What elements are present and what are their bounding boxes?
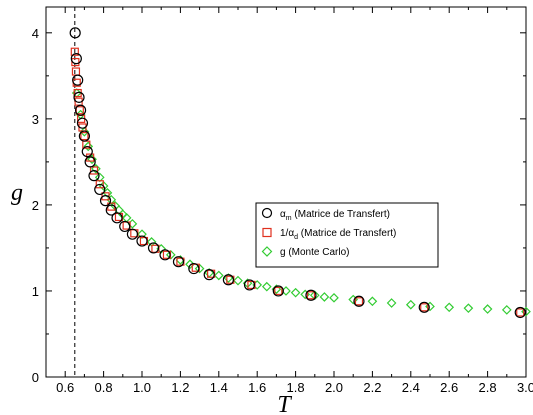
data-point-diamond (185, 259, 195, 270)
data-point-square (71, 67, 81, 76)
x-tick-label: 1.8 (287, 380, 305, 395)
x-tick-label: 0.8 (95, 380, 113, 395)
data-point-square (75, 106, 84, 115)
data-point-circle (99, 195, 112, 207)
series-circle (69, 27, 526, 319)
legend-item-alpha-m: αm (Matrice de Transfert) (261, 207, 390, 222)
plot-frame (45, 6, 527, 378)
data-point-circle (514, 306, 526, 319)
data-point-circle (136, 235, 148, 247)
data-point-diamond (83, 141, 94, 152)
data-point-diamond (87, 154, 97, 165)
data-point-circle (72, 74, 84, 86)
data-point-circle (81, 145, 93, 158)
data-point-circle (94, 183, 106, 196)
y-tick-label: 4 (32, 26, 39, 41)
data-point-square (306, 291, 316, 300)
x-tick-label: 2.0 (325, 380, 343, 395)
data-point-circle (418, 301, 430, 313)
data-point-diamond (290, 287, 301, 298)
x-tick-label: 2.2 (363, 380, 381, 395)
data-point-circle (73, 91, 85, 103)
x-tick-label: 2.6 (440, 380, 458, 395)
data-point-diamond (261, 281, 272, 292)
x-tick-label: 3.0 (517, 380, 533, 395)
data-point-diamond (137, 229, 147, 240)
data-point-circle (353, 295, 365, 307)
data-point-square (70, 47, 79, 56)
legend-item-inv-alpha-d: 1/αd (Matrice de Transfert) (262, 227, 396, 241)
x-axis-label: T (277, 392, 292, 415)
data-point-square (516, 308, 525, 317)
data-point-square (80, 131, 89, 141)
legend-marker-diamond (261, 246, 273, 257)
legend-label-inv-alpha-d: 1/αd (Matrice de Transfert) (280, 228, 396, 241)
data-point-diamond (233, 275, 243, 286)
legend-marker-circle (261, 207, 273, 219)
data-point-diamond (319, 292, 330, 302)
data-point-circle (111, 212, 123, 224)
data-point-diamond (463, 303, 474, 314)
data-point-circle (84, 156, 96, 168)
data-point-circle (188, 262, 200, 275)
data-point-circle (76, 117, 89, 129)
data-point-diamond (367, 296, 378, 307)
x-tick-label: 1.2 (171, 380, 189, 395)
data-point-square (420, 303, 429, 312)
data-point-circle (69, 27, 81, 39)
data-point-diamond (213, 270, 224, 281)
data-point-diamond (444, 302, 455, 313)
data-point-circle (203, 269, 215, 281)
data-point-circle (305, 289, 317, 301)
data-point-diamond (94, 172, 105, 183)
series-diamond (71, 88, 531, 317)
legend-item-monte-carlo: g (Monte Carlo) (261, 246, 349, 258)
y-tick-label: 1 (32, 284, 39, 299)
data-point-diamond (405, 299, 416, 310)
data-point-diamond (329, 292, 339, 303)
data-point-circle (222, 274, 234, 286)
axes: 0.6 0.8 1.0 1.2 1.4 1.6 1.8 2.0 2.2 2.4 2.6 2.8 3.0 0… (32, 7, 533, 395)
y-tick-label: 2 (32, 198, 39, 213)
data-point-circle (126, 228, 138, 240)
data-point-diamond (386, 298, 397, 308)
y-axis-label: g (11, 180, 23, 206)
data-points (69, 27, 531, 319)
y-tick-label: 0 (32, 370, 39, 385)
data-point-circle (147, 242, 160, 254)
x-tick-label: 1.6 (248, 380, 266, 395)
legend-box (255, 202, 439, 268)
data-point-diamond (194, 263, 205, 274)
data-point-circle (172, 256, 185, 268)
data-point-diamond (501, 305, 512, 315)
data-point-square (71, 57, 80, 67)
x-tick-label: 1.4 (210, 380, 228, 395)
data-point-circle (70, 53, 82, 65)
data-point-square (95, 180, 104, 189)
data-point-circle (74, 104, 87, 116)
x-tick-label: 2.4 (402, 380, 420, 395)
x-tick-label: 1.0 (133, 380, 151, 395)
legend-label-alpha-m: αm (Matrice de Transfert) (280, 209, 390, 222)
data-point-diamond (482, 304, 493, 314)
legend-label-monte-carlo: g (Monte Carlo) (280, 247, 349, 258)
data-point-square (354, 297, 364, 306)
data-point-circle (119, 220, 131, 233)
data-point-square (274, 286, 283, 296)
data-point-circle (159, 249, 171, 261)
data-point-circle (243, 279, 256, 291)
y-tick-label: 3 (32, 112, 39, 127)
data-point-circle (88, 170, 100, 182)
data-point-circle (105, 204, 117, 216)
x-tick-label: 0.6 (56, 380, 74, 395)
x-tick-label: 2.8 (479, 380, 497, 395)
data-point-circle (78, 130, 91, 142)
legend: αm (Matrice de Transfert) 1/αd (Matrice … (255, 202, 439, 268)
legend-marker-square (262, 227, 272, 238)
data-point-square (89, 166, 99, 175)
series-square (70, 47, 525, 317)
data-point-circle (272, 285, 284, 297)
